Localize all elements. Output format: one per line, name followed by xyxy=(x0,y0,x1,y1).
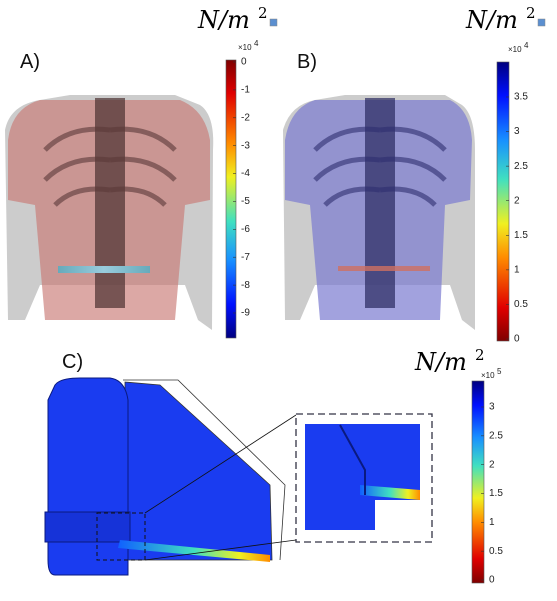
unit-exponent: 2 xyxy=(475,346,485,364)
tick-label: 3 xyxy=(489,402,495,413)
tick-label: -8 xyxy=(241,280,250,291)
multiplier-exponent: 4 xyxy=(524,41,529,50)
unit: N/m xyxy=(197,6,250,34)
multiplier: ×10 xyxy=(238,43,252,52)
panel-label: C) xyxy=(62,351,83,373)
tick-label: 0 xyxy=(514,334,520,345)
tick-label: -2 xyxy=(241,112,250,123)
tick-label: 1 xyxy=(514,264,520,275)
unit: N/m xyxy=(414,348,467,376)
multiplier-exponent: 4 xyxy=(254,39,259,48)
colorbar xyxy=(225,59,237,339)
tick-label: -3 xyxy=(241,140,250,151)
tick-label: 2.5 xyxy=(514,161,528,172)
tick-label: 0.5 xyxy=(489,546,503,557)
panel-label: A) xyxy=(20,51,40,73)
multiplier-exponent: 5 xyxy=(497,367,502,376)
tick-label: -1 xyxy=(241,85,250,96)
render-b xyxy=(283,95,475,330)
tick-label: 2.5 xyxy=(489,430,503,441)
multiplier: ×10 xyxy=(481,371,495,380)
unit-exponent: 2 xyxy=(526,4,536,22)
unit-exponent: 2 xyxy=(258,4,268,22)
unit-icon xyxy=(537,18,546,27)
render-a xyxy=(5,95,214,330)
tick-label: 0 xyxy=(489,575,495,586)
tick-label: 1.5 xyxy=(514,230,528,241)
multiplier: ×10 xyxy=(508,45,522,54)
tick-label: 3 xyxy=(514,126,520,137)
tick-label: 2 xyxy=(514,195,520,206)
tick-label: -5 xyxy=(241,196,250,207)
tick-label: 1 xyxy=(489,517,495,528)
tick-label: 3.5 xyxy=(514,92,528,103)
tick-label: 0.5 xyxy=(514,299,528,310)
tick-label: -7 xyxy=(241,252,250,263)
panel-label: B) xyxy=(297,51,317,73)
tick-label: -6 xyxy=(241,224,250,235)
colorbar xyxy=(471,380,485,584)
tick-label: -4 xyxy=(241,168,250,179)
unit: N/m xyxy=(465,6,518,34)
colorbar xyxy=(496,61,510,342)
tick-label: 0 xyxy=(241,57,247,68)
tick-label: 2 xyxy=(489,459,495,470)
render-c xyxy=(44,377,433,576)
tick-label: 1.5 xyxy=(489,488,503,499)
unit-icon xyxy=(269,18,278,27)
tick-label: -9 xyxy=(241,308,250,319)
